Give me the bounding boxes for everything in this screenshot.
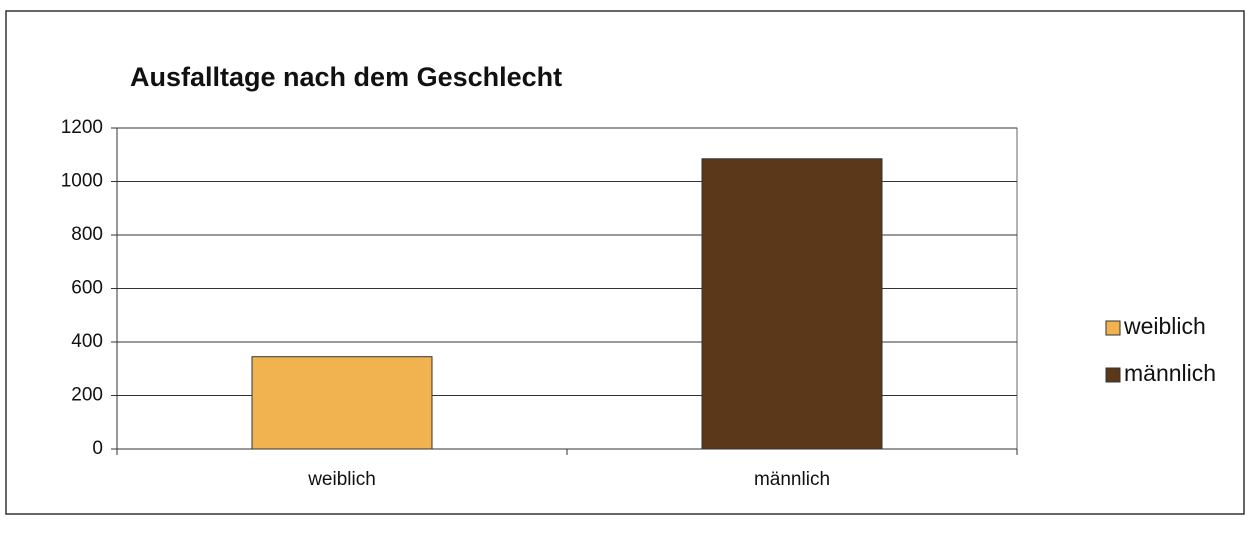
x-tick-label: männlich <box>754 469 830 490</box>
bar <box>701 158 883 450</box>
legend-swatch <box>1105 367 1121 383</box>
x-tick-label: weiblich <box>307 469 376 490</box>
chart-frame <box>5 10 1245 515</box>
y-tick-label: 800 <box>71 224 103 245</box>
legend-text: weiblich <box>1123 313 1206 339</box>
y-tick-label: 600 <box>71 278 103 299</box>
y-tick-label: 1200 <box>61 117 103 138</box>
bar <box>251 356 433 450</box>
y-tick-label: 200 <box>71 385 103 406</box>
legend-text: männlich <box>1124 360 1216 386</box>
y-tick-label: 0 <box>92 438 103 459</box>
y-tick-label: 1000 <box>61 171 103 192</box>
chart-title: Ausfalltage nach dem Geschlecht <box>130 62 562 92</box>
y-tick-label: 400 <box>71 331 103 352</box>
legend-swatch <box>1105 320 1121 336</box>
